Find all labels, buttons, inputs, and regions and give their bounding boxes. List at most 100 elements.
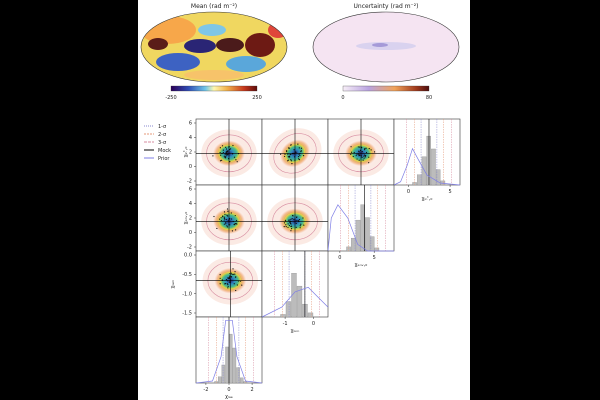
kde-2-1-sample-point: [295, 226, 297, 228]
ytick-label: -2: [187, 179, 192, 185]
kde-3-0-sample-point: [225, 278, 228, 281]
kde-2-1-sample-point: [290, 223, 292, 225]
kde-1-2-sample-point: [350, 146, 352, 148]
kde-1-0-sample-point: [212, 155, 214, 157]
kde-1-1-sample-point: [299, 154, 301, 157]
hist-p0-prior-curve: [393, 147, 461, 186]
kde-2-0-sample-point: [220, 217, 222, 219]
kde-2-1-sample-point: [293, 218, 295, 220]
kde-1-2-sample-point: [356, 153, 358, 155]
xtick-label: 0: [407, 189, 410, 195]
kde-1-2-sample-point: [365, 151, 368, 154]
kde-1-1-sample-point: [298, 147, 300, 149]
kde-2-0-sample-point: [227, 215, 229, 217]
kde-1-2-sample-point: [363, 157, 365, 159]
kde-2-1-sample-point: [290, 230, 292, 232]
kde-1-0-sample-point: [235, 159, 237, 161]
kde-1-1-sample-point: [289, 154, 291, 156]
xtick-label: 0: [338, 255, 341, 261]
kde-1-0-sample-point: [224, 157, 227, 159]
hist-p1-bar: [360, 204, 365, 252]
legend-label-1sigma: 1-σ: [158, 124, 167, 130]
figure: Mean (rad m⁻²) Uncertainty (rad m⁻²) -25…: [138, 0, 470, 400]
hist-p2-bar: [285, 301, 292, 318]
kde-1-0-sample-point: [233, 156, 236, 158]
kde-3-0-sample-point: [235, 289, 237, 292]
kde-1-1-sample-point: [298, 153, 300, 156]
kde-1-2-sample-point: [363, 155, 365, 157]
uncertainty-colorbar: [342, 85, 430, 92]
kde-1-1-sample-point: [297, 155, 300, 158]
hist-p3-bar: [221, 364, 226, 384]
hist-p3-bar: [214, 381, 218, 384]
kde-1-0-sample-point: [219, 151, 221, 154]
ytick-label: 0: [189, 230, 192, 236]
ytick-label: -1.5: [182, 311, 192, 317]
kde-2-0-sample-point: [223, 217, 226, 220]
kde-2-1-sample-point: [287, 223, 289, 225]
hist-p3-bar: [225, 346, 229, 384]
ytick-label: 2: [189, 150, 192, 156]
kde-1-1-sample-point: [302, 155, 305, 157]
legend-label-mock: Mock: [158, 148, 171, 154]
ytick-label: 4: [189, 201, 192, 207]
kde-2-1-sample-point: [290, 225, 293, 227]
kde-1-0-sample-point: [221, 145, 224, 147]
uncertainty-colorbar-max: 80: [426, 95, 432, 101]
kde-1-2-sample-point: [364, 148, 366, 150]
kde-1-1-sample-point: [283, 155, 286, 158]
mean-map-title: Mean (rad m⁻²): [191, 3, 237, 10]
hist-p0-bar: [421, 156, 427, 186]
kde-1-2-sample-point: [358, 154, 360, 156]
ytick-label: 6: [189, 121, 192, 127]
kde-1-0-sample-point: [232, 144, 234, 147]
kde-2-0-sample-point: [223, 216, 225, 218]
mean-skymap: [141, 12, 287, 82]
kde-1-0-sample-point: [225, 148, 228, 150]
kde-2-0-sample-point: [236, 223, 238, 225]
kde-1-2-sample-point: [353, 151, 355, 154]
kde-3-0-sample-point: [234, 273, 236, 275]
kde-2-0-sample-point: [227, 210, 229, 212]
kde-1-0-sample-point: [224, 153, 226, 155]
hist-p3-bar: [239, 377, 244, 384]
kde-3-0-sample-point: [219, 283, 221, 285]
kde-1-2-sample-point: [358, 159, 360, 161]
xtick-label: 0: [312, 321, 315, 327]
kde-1-1-sample-point: [298, 158, 300, 160]
xtick-label: 0: [227, 387, 230, 393]
kde-1-0-sample-point: [225, 151, 227, 153]
kde-2-0-sample-point: [235, 219, 238, 222]
legend-label-2sigma: 2-σ: [158, 132, 167, 138]
kde-1-0-sample-point: [225, 155, 227, 158]
kde-1-1-sample-point: [287, 153, 289, 155]
kde-2-0-sample-point: [223, 211, 226, 213]
kde-1-0-sample-point: [222, 149, 225, 151]
kde-1-0-sample-point: [229, 148, 232, 150]
kde-1-0-sample-point: [225, 154, 227, 156]
kde-1-0-sample-point: [229, 161, 231, 163]
kde-2-0-sample-point: [224, 213, 226, 215]
hist-p1-prior-curve: [327, 204, 394, 252]
hist-p3-prior-curve: [195, 319, 263, 384]
kde-1-2-sample-point: [368, 162, 370, 164]
kde-2-1-sample-point: [295, 222, 297, 225]
ytick-label: 4: [189, 135, 192, 141]
hist-p1-bar: [355, 219, 361, 252]
kde-1-1-sample-point: [288, 156, 290, 158]
ytick-label: -1.0: [182, 291, 192, 297]
kde-1-1-sample-point: [287, 147, 290, 149]
kde-1-1-contour-2sigma: [284, 143, 306, 164]
kde-1-0-sample-point: [223, 155, 225, 157]
hist-p3-bar: [236, 367, 240, 384]
kde-2-0-sample-point: [226, 225, 228, 227]
kde-2-1-sample-point: [283, 226, 285, 228]
kde-1-0-sample-point: [229, 148, 231, 151]
kde-1-2-sample-point: [361, 151, 363, 153]
kde-2-0-sample-point: [229, 224, 231, 226]
kde-1-2-sample-point: [361, 156, 363, 159]
hist-p1-bar: [374, 247, 380, 252]
kde-1-2-sample-point: [350, 151, 353, 153]
kde-1-2-sample-point: [364, 149, 366, 151]
kde-1-1-sample-point: [290, 159, 292, 161]
